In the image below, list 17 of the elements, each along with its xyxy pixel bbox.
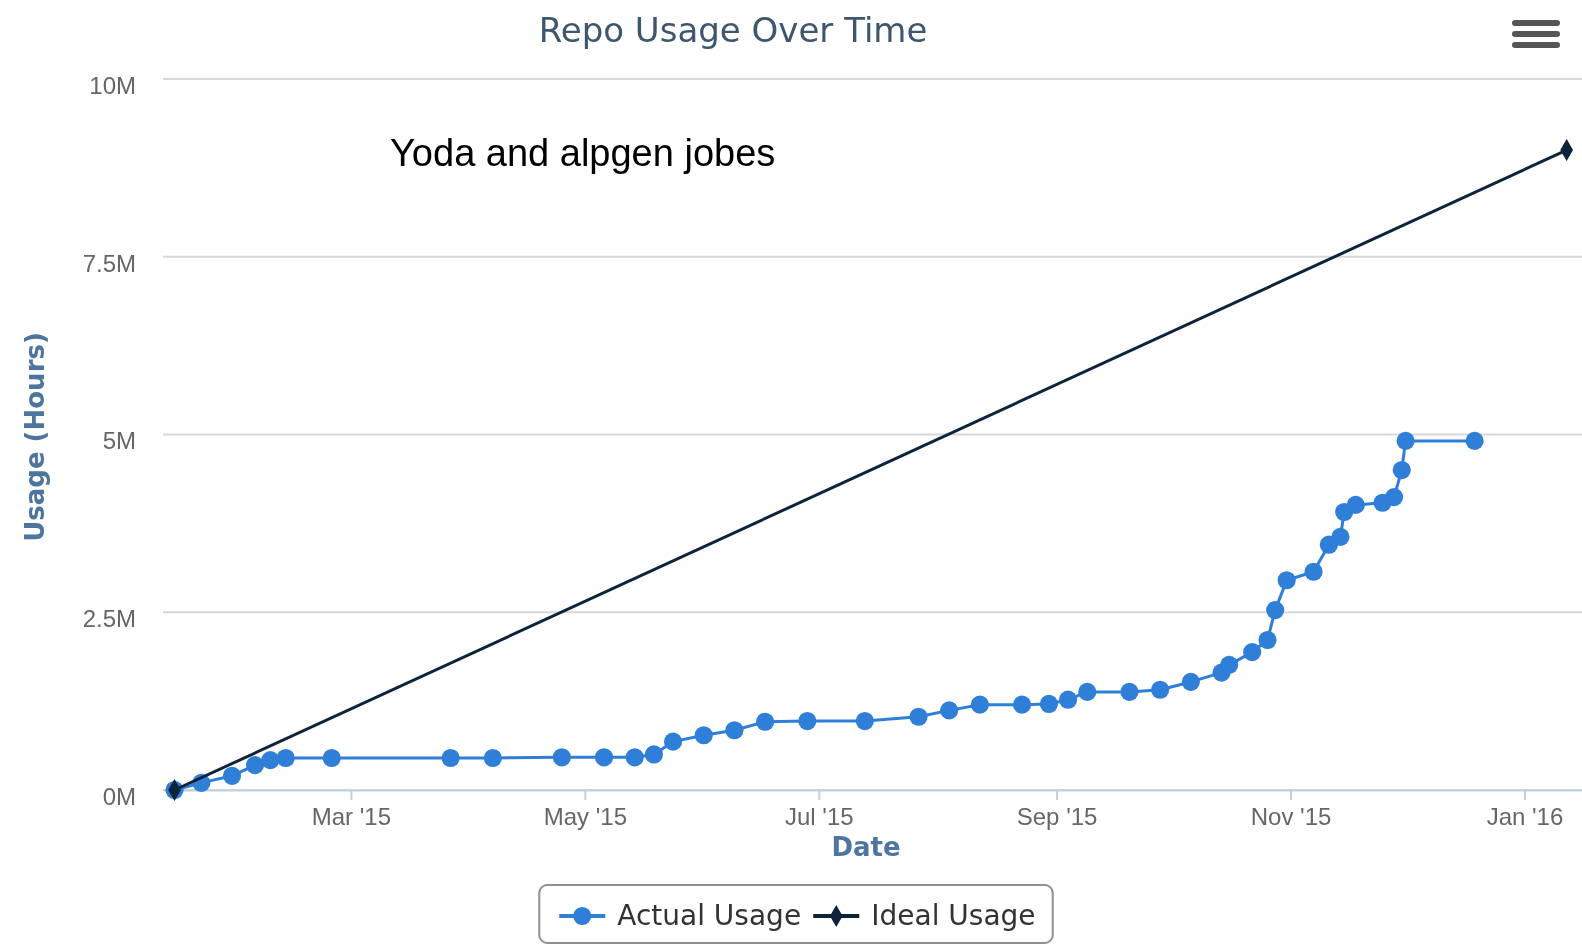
chart-title: Repo Usage Over Time — [538, 10, 928, 50]
legend-label: Actual Usage — [617, 899, 802, 932]
annotation: Yoda and alpgen jobes — [390, 132, 776, 174]
y-tick-label: 2.5M — [82, 605, 136, 633]
x-tick-label: Jul '15 — [785, 802, 854, 830]
y-axis-title: Usage (Hours) — [20, 332, 50, 542]
y-tick-label: 7.5M — [82, 249, 136, 277]
x-tick-label: Mar '15 — [311, 802, 392, 830]
y-tick-label: 5M — [102, 427, 136, 455]
y-tick-label: 10M — [89, 71, 136, 99]
x-tick-label: Jan '16 — [1486, 802, 1564, 830]
x-tick-label: May '15 — [543, 802, 628, 830]
x-axis-title: Date — [831, 832, 901, 862]
y-tick-label: 0M — [102, 782, 136, 810]
legend-label: Ideal Usage — [871, 899, 1036, 932]
x-tick-label: Sep '15 — [1016, 802, 1098, 830]
x-tick-label: Nov '15 — [1250, 802, 1332, 830]
